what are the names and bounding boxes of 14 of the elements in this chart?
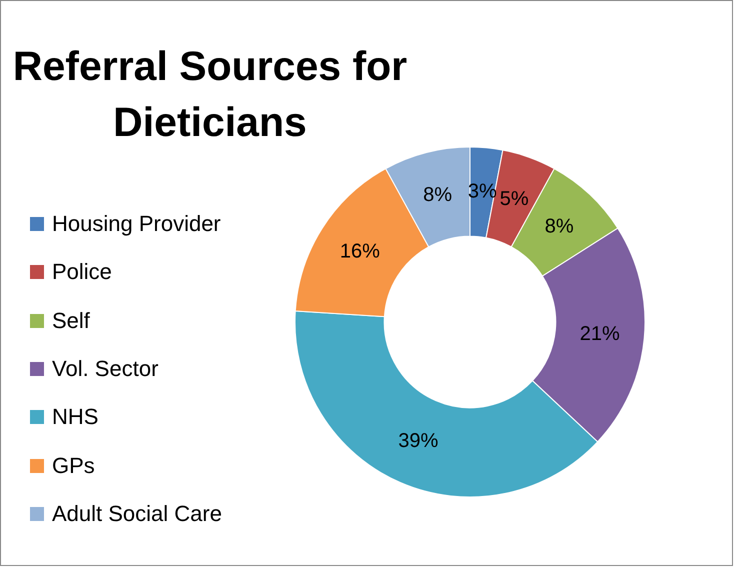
data-label: 16% (340, 240, 380, 263)
data-label: 39% (398, 430, 438, 452)
data-label: 8% (544, 215, 574, 238)
legend-label: Police (52, 259, 112, 286)
legend-label: GPs (52, 452, 95, 479)
data-label: 8% (423, 184, 452, 206)
legend-label: Housing Provider (52, 211, 221, 238)
data-label: 5% (500, 188, 529, 210)
legend-label: NHS (52, 404, 98, 430)
legend-label: Adult Social Care (52, 500, 222, 527)
chart-title: Referral Sources for Dieticians (12, 42, 408, 147)
legend-label: Self (52, 308, 90, 334)
data-label: 21% (580, 322, 620, 345)
legend-label: Vol. Sector (52, 356, 158, 382)
